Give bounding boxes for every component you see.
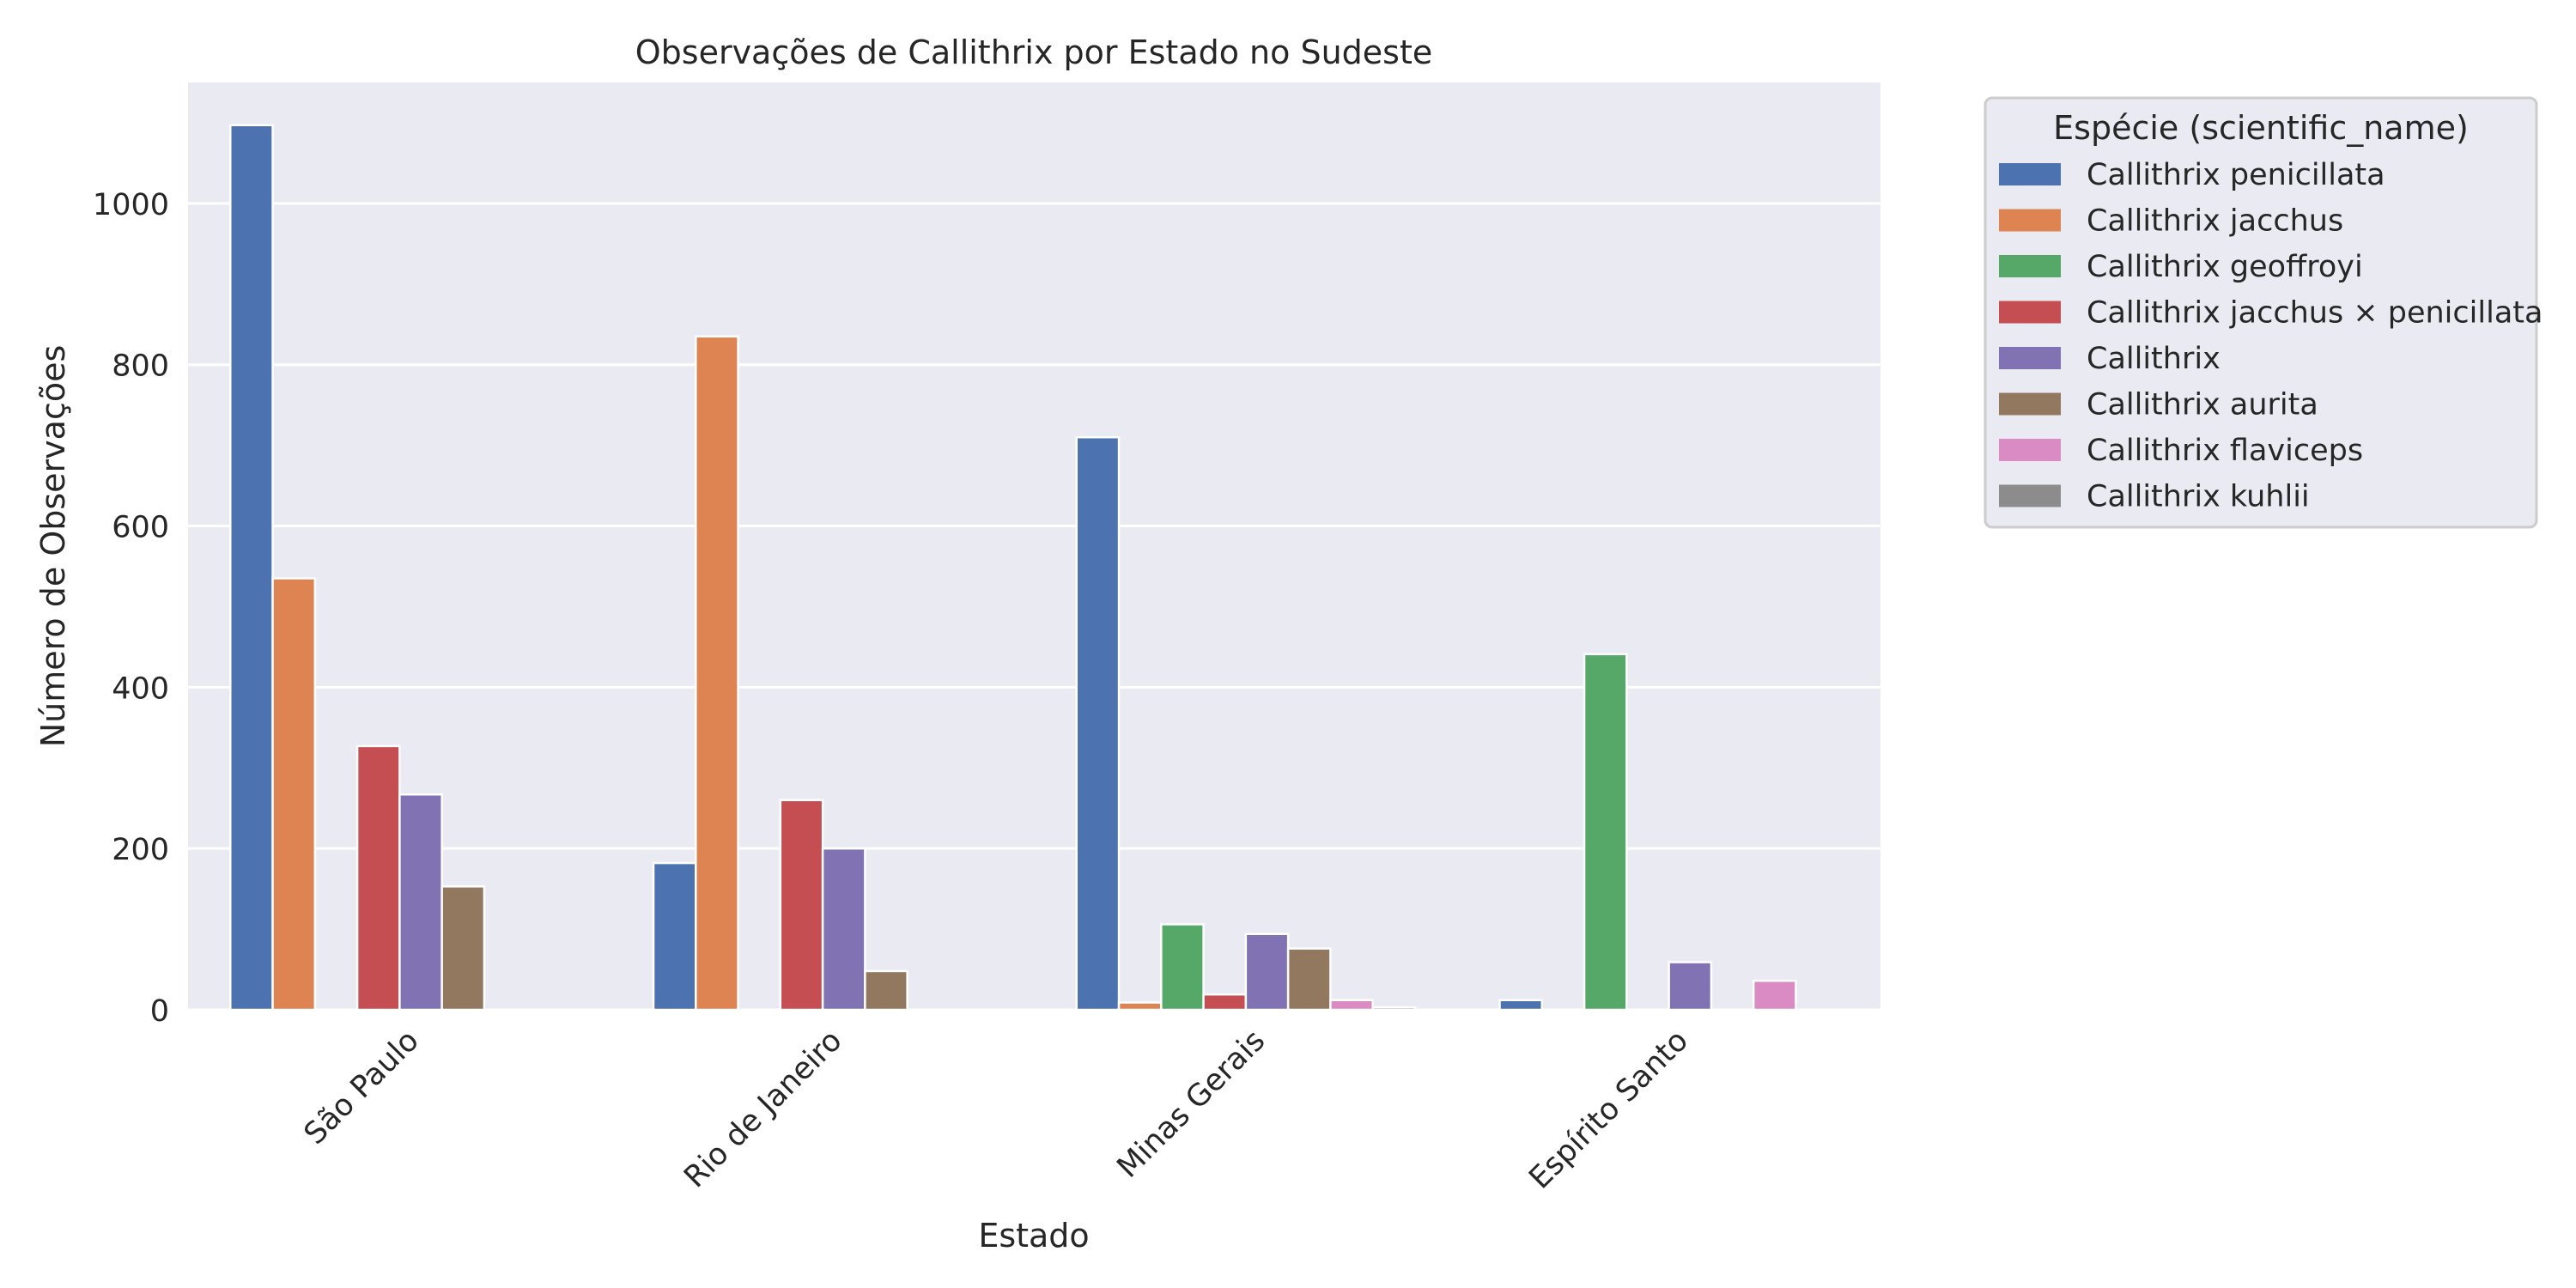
y-axis-label: Número de Observações (34, 345, 72, 748)
y-tick-label: 400 (112, 671, 169, 706)
bar (1160, 923, 1205, 1012)
legend-swatch (1999, 347, 2061, 369)
legend-swatch (1999, 209, 2061, 232)
bar (864, 969, 908, 1012)
y-tick-label: 0 (150, 994, 169, 1029)
legend-label: Callithrix jacchus (2087, 204, 2343, 239)
y-tick-label: 800 (112, 349, 169, 384)
y-tick-labels: 0 200 400 600 800 1000 (93, 188, 169, 1029)
legend-items: Callithrix penicillata Callithrix jacchus… (1999, 158, 2543, 514)
y-tick-label: 600 (112, 511, 169, 545)
bar (695, 335, 739, 1012)
y-tick-label: 200 (112, 833, 169, 867)
bar (1668, 961, 1713, 1012)
legend-swatch (1999, 255, 2061, 277)
legend: Espécie (scientific_name) Callithrix pen… (1984, 96, 2543, 529)
bar (1202, 993, 1248, 1012)
bar (229, 124, 274, 1012)
x-tick-labels: São Paulo Rio de Janeiro Minas Gerais Espír… (298, 1024, 1695, 1196)
legend-swatch (1999, 301, 2061, 324)
legend-swatch (1999, 439, 2061, 461)
bar (440, 885, 486, 1012)
bar (1752, 979, 1797, 1012)
x-tick-label: São Paulo (298, 1024, 426, 1151)
legend-label: Callithrix kuhlii (2087, 480, 2310, 514)
bar (1244, 933, 1290, 1012)
bar (821, 847, 866, 1012)
legend-label: Callithrix geoffroyi (2087, 250, 2363, 284)
legend-label: Callithrix jacchus × penicillata (2087, 296, 2543, 331)
legend-label: Callithrix penicillata (2087, 158, 2385, 192)
bar (652, 861, 697, 1012)
legend-label: Callithrix (2087, 342, 2221, 376)
legend-title: Espécie (scientific_name) (2053, 109, 2469, 147)
legend-swatch (1999, 392, 2061, 416)
bar (779, 799, 824, 1012)
legend-box (1984, 96, 2538, 529)
bar (1498, 999, 1544, 1012)
x-tick-label: Espírito Santo (1522, 1024, 1695, 1196)
x-tick-label: Minas Gerais (1111, 1024, 1273, 1185)
x-axis-label: Estado (978, 1217, 1089, 1255)
bar (1075, 435, 1121, 1012)
bars (229, 124, 1797, 1012)
chart-title: Observações de Callithrix por Estado no … (635, 33, 1433, 71)
legend-label: Callithrix aurita (2087, 388, 2318, 422)
y-tick-label: 1000 (93, 188, 169, 222)
legend-swatch (1999, 163, 2061, 185)
bar (1329, 999, 1374, 1012)
bar (1286, 947, 1332, 1012)
bar (398, 793, 443, 1012)
bar (271, 577, 317, 1012)
bar (355, 744, 401, 1012)
legend-label: Callithrix flaviceps (2087, 434, 2363, 468)
x-tick-label: Rio de Janeiro (677, 1024, 848, 1194)
legend-swatch (1999, 484, 2061, 507)
bar (1583, 653, 1628, 1012)
bar (1117, 1001, 1163, 1012)
bar (1371, 1005, 1417, 1012)
